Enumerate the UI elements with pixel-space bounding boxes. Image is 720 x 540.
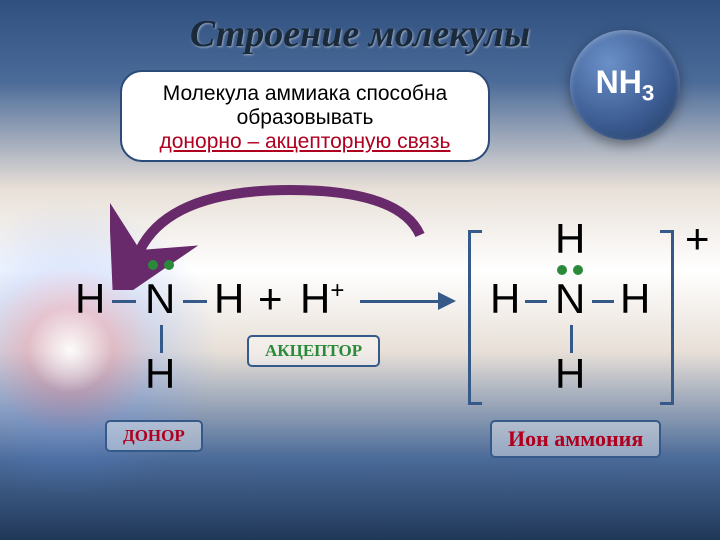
formula-sub: 3 bbox=[642, 80, 654, 105]
formula-main: NH bbox=[596, 64, 642, 100]
atom-N-left: N bbox=[145, 275, 175, 323]
bond-h4 bbox=[592, 300, 614, 303]
bond-v1 bbox=[160, 325, 163, 353]
bond-h2 bbox=[183, 300, 207, 303]
proton-H: H+ bbox=[300, 275, 344, 323]
curved-arrow bbox=[110, 180, 450, 290]
atom-N-r: N bbox=[555, 275, 585, 323]
proton-symbol: H bbox=[300, 275, 330, 322]
bond-v2 bbox=[570, 325, 573, 353]
label-acceptor: АКЦЕПТОР bbox=[247, 335, 380, 367]
description-box: Молекула аммиака способна образовывать д… bbox=[120, 70, 490, 162]
atom-H-top-r: H bbox=[555, 215, 585, 263]
description-line2: донорно – акцепторную связь bbox=[140, 130, 470, 154]
atom-H-bottom-r: H bbox=[555, 350, 585, 398]
description-line1: Молекула аммиака способна образовывать bbox=[140, 82, 470, 130]
ion-charge: + bbox=[685, 215, 710, 263]
label-donor: ДОНОР bbox=[105, 420, 203, 452]
atom-H-right: H bbox=[214, 275, 244, 323]
slide-title: Строение молекулы bbox=[190, 12, 530, 56]
bracket-right bbox=[660, 230, 674, 405]
lone-pair-right bbox=[557, 265, 583, 275]
bond-h3 bbox=[525, 300, 547, 303]
atom-H-bottom: H bbox=[145, 350, 175, 398]
reaction-diagram: H N H H + H+ H H N H H + ДОНОР АКЦЕПТОР … bbox=[0, 200, 720, 480]
reaction-arrow-line bbox=[360, 300, 440, 303]
formula-badge: NH3 bbox=[570, 30, 680, 140]
lone-pair-left bbox=[148, 260, 174, 270]
reaction-arrow-head bbox=[438, 292, 456, 310]
bracket-left bbox=[468, 230, 482, 405]
bond-h1 bbox=[112, 300, 136, 303]
plus-operator: + bbox=[258, 275, 283, 323]
atom-H-left: H bbox=[75, 275, 105, 323]
label-ion: Ион аммония bbox=[490, 420, 661, 458]
proton-charge: + bbox=[330, 277, 344, 304]
formula-text: NH3 bbox=[596, 64, 655, 106]
atom-H-left-r: H bbox=[490, 275, 520, 323]
atom-H-right-r: H bbox=[620, 275, 650, 323]
